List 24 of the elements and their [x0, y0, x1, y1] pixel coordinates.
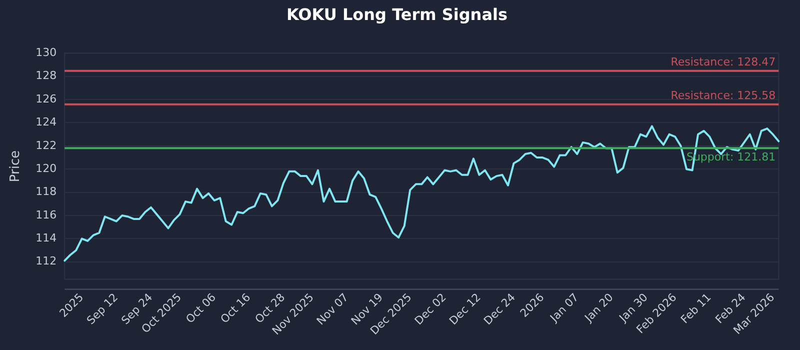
y-axis-title: Price [8, 150, 24, 182]
x-tick-label: Jan 20 [582, 290, 616, 326]
y-tick-label: 114 [36, 232, 57, 245]
y-tick-label: 116 [36, 208, 57, 222]
y-tick-label: 126 [36, 92, 57, 106]
x-tick-label: Dec 12 [446, 290, 484, 328]
ref-line-label: Resistance: 125.58 [670, 88, 776, 102]
y-tick-label: 112 [36, 254, 57, 268]
x-tick-label: Oct 06 [183, 290, 218, 326]
chart-title: KOKU Long Term Signals [286, 4, 508, 24]
x-tick-label: Nov 07 [314, 290, 351, 328]
y-tick-label: 128 [36, 69, 57, 82]
y-tick-label: 118 [36, 185, 57, 198]
ref-line-label: Resistance: 128.47 [670, 55, 776, 68]
y-tick-label: 130 [36, 46, 57, 60]
x-tick-label: Sep 12 [84, 290, 121, 328]
x-tick-label: Feb 11 [678, 290, 714, 326]
x-tick-label: Dec 24 [481, 290, 518, 328]
y-tick-label: 120 [36, 162, 57, 175]
y-tick-label: 122 [36, 138, 57, 152]
y-tick-label: 124 [36, 116, 57, 129]
x-tick-label: Jan 07 [546, 290, 582, 326]
x-tick-label: Oct 16 [218, 290, 254, 326]
x-tick-label: Dec 02 [412, 290, 449, 328]
